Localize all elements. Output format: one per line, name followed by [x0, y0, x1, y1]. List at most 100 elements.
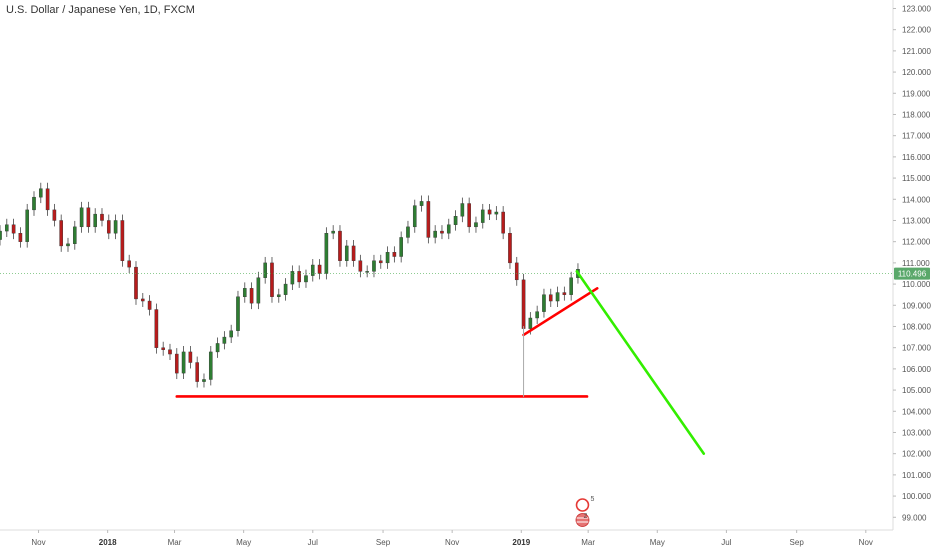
- candle-body: [215, 343, 220, 353]
- candle-body: [45, 188, 50, 211]
- candle: [127, 254, 131, 274]
- candle-body: [168, 349, 172, 355]
- candle-body: [25, 209, 29, 242]
- y-tick-label: 114.000: [902, 195, 931, 204]
- candle-body: [351, 245, 356, 261]
- candle: [433, 225, 437, 244]
- candle: [215, 337, 220, 358]
- candle-body: [555, 292, 560, 302]
- candle-body: [4, 224, 9, 232]
- x-tick-label: 2018: [99, 538, 117, 547]
- candle-body: [222, 336, 227, 344]
- candle: [38, 182, 43, 204]
- candle: [202, 373, 206, 388]
- candle-body: [514, 262, 519, 281]
- candle: [168, 343, 172, 360]
- candle-body: [378, 260, 383, 264]
- candle: [385, 246, 390, 269]
- y-tick-label: 115.000: [902, 174, 931, 183]
- candle-body: [249, 288, 254, 304]
- candle: [263, 256, 267, 284]
- candle-body: [480, 209, 485, 223]
- current-price-tag: 110.496: [894, 267, 930, 280]
- candle: [154, 303, 159, 354]
- x-tick-label: Jul: [308, 538, 318, 547]
- candle: [494, 206, 499, 221]
- candle-body: [242, 288, 247, 298]
- candle-body: [528, 317, 533, 329]
- events-layer: 52: [575, 496, 594, 527]
- candle: [270, 256, 274, 303]
- candle: [249, 282, 254, 310]
- candle-body: [66, 243, 70, 247]
- candle: [365, 265, 369, 278]
- candle-body: [120, 220, 125, 261]
- candle-body: [508, 232, 512, 264]
- y-tick-label: 111.000: [902, 259, 930, 268]
- candle-body: [154, 309, 159, 348]
- candle-body: [188, 351, 193, 363]
- candle: [72, 220, 77, 250]
- event-badge: 2: [575, 513, 590, 527]
- candle-body: [304, 275, 308, 283]
- candle: [440, 225, 444, 240]
- candle: [351, 239, 356, 267]
- candle: [208, 345, 213, 386]
- candle: [501, 206, 505, 240]
- y-tick-label: 105.000: [902, 386, 931, 395]
- candle-body: [426, 201, 431, 238]
- candle: [310, 259, 315, 282]
- candle: [412, 199, 417, 233]
- candle: [548, 288, 553, 307]
- x-tick-label: 2019: [512, 538, 530, 547]
- candle: [52, 203, 57, 227]
- y-tick-label: 108.000: [902, 322, 931, 331]
- price-axis[interactable]: 99.000 100.000 101.000 102.000 103.000 104.00…: [893, 4, 931, 522]
- y-tick-label: 100.000: [902, 492, 931, 501]
- time-axis[interactable]: Nov 2018 Mar May Jul Sep Nov 2019 Mar May Jul Sep No…: [31, 530, 873, 547]
- x-tick-label: May: [650, 538, 665, 547]
- candle: [406, 220, 410, 244]
- candle-body: [569, 277, 573, 295]
- candle-body: [174, 353, 179, 374]
- y-tick-label: 122.000: [902, 26, 931, 35]
- x-tick-label: Sep: [376, 538, 391, 547]
- candle: [542, 288, 546, 318]
- y-tick-label: 101.000: [902, 471, 931, 480]
- x-tick-label: May: [236, 538, 251, 547]
- event-badge: 5: [575, 496, 594, 512]
- candle: [569, 271, 573, 301]
- candle-body: [18, 232, 23, 242]
- candle: [181, 345, 186, 380]
- candle-body: [147, 300, 152, 310]
- candle-body: [358, 260, 363, 272]
- y-tick-label: 112.000: [902, 238, 931, 247]
- candle: [147, 295, 152, 316]
- candle: [113, 214, 118, 240]
- candle-body: [52, 209, 57, 221]
- candle: [0, 225, 2, 246]
- candle-body: [562, 292, 567, 295]
- y-tick-label: 120.000: [902, 68, 931, 77]
- candle-body: [474, 222, 478, 228]
- candle: [344, 239, 349, 267]
- candle-body: [419, 201, 424, 206]
- y-tick-label: 123.000: [902, 4, 931, 13]
- candle-body: [195, 362, 199, 382]
- candle: [399, 231, 403, 263]
- candle: [120, 214, 125, 267]
- candle: [161, 341, 165, 356]
- candle-body: [344, 245, 349, 261]
- candle: [134, 261, 138, 305]
- candle-body: [140, 298, 145, 302]
- candle: [358, 254, 363, 278]
- candle-body: [338, 230, 342, 261]
- candle-body: [38, 188, 43, 198]
- candle-body: [229, 330, 233, 338]
- candle: [508, 227, 512, 269]
- candle: [331, 225, 335, 240]
- candle: [106, 214, 111, 240]
- us-flag-icon: [575, 513, 590, 527]
- candle: [283, 278, 288, 301]
